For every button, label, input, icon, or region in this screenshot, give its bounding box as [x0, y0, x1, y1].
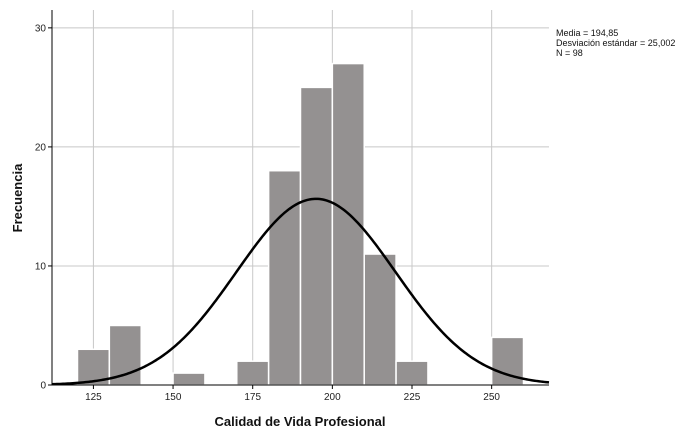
x-tick-label-150: 150 [165, 392, 182, 403]
axes [48, 10, 549, 389]
stats-legend: Media = 194,85 Desviación estándar = 25,… [556, 28, 675, 58]
tick-labels: 125 150 175 200 225 250 0 10 20 30 [35, 23, 501, 403]
y-tick-label-0: 0 [40, 381, 46, 392]
y-axis-title: Frecuencia [10, 163, 25, 232]
normal-curve [51, 197, 550, 386]
x-tick-label-200: 200 [324, 392, 341, 403]
bar-150-160 [172, 372, 206, 386]
x-tick-label-125: 125 [85, 392, 102, 403]
bar-210-220 [363, 253, 397, 386]
bar-130-140 [108, 324, 142, 386]
bar-170-180 [236, 360, 270, 386]
histogram-bars [76, 62, 525, 386]
y-tick-label-10: 10 [35, 261, 47, 272]
bar-180-190 [267, 169, 302, 386]
x-tick-label-250: 250 [483, 392, 500, 403]
y-tick-label-30: 30 [35, 23, 47, 34]
mean-text: Media = 194,85 [556, 28, 619, 38]
x-tick-label-175: 175 [244, 392, 261, 403]
bar-220-230 [395, 360, 429, 386]
x-tick-label-225: 225 [404, 392, 421, 403]
x-axis-title: Calidad de Vida Profesional [215, 414, 386, 428]
bar-190-200 [299, 86, 334, 386]
sd-text: Desviación estándar = 25,002 [556, 38, 676, 48]
n-text: N = 98 [556, 48, 583, 58]
y-tick-label-20: 20 [35, 142, 47, 153]
